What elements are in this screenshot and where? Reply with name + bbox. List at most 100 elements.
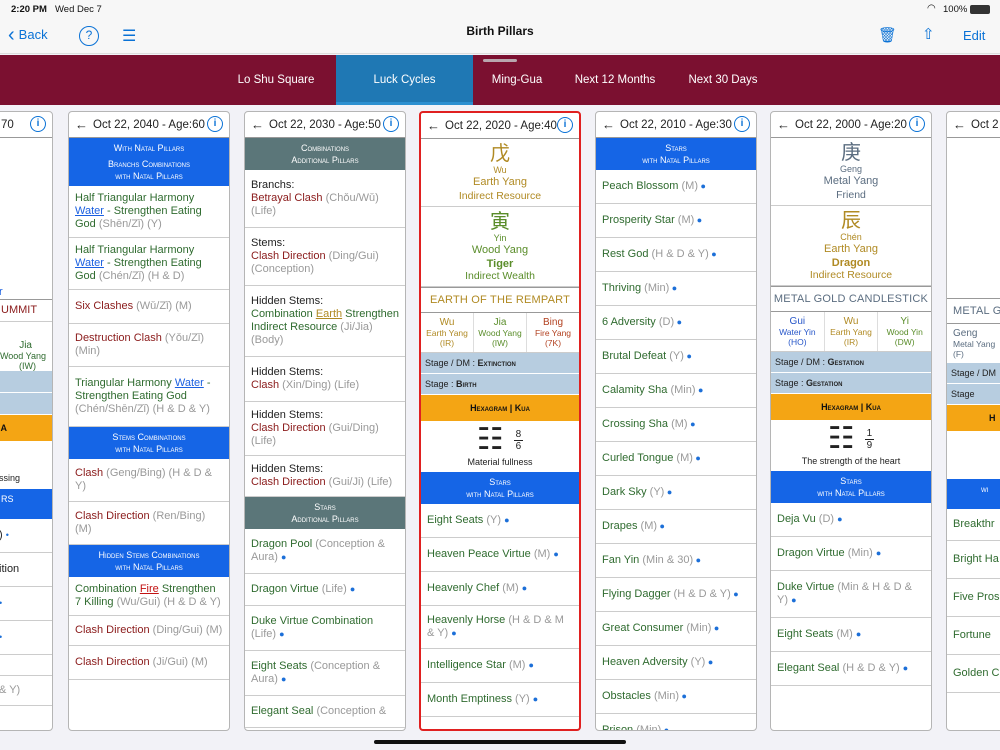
star-item[interactable]: Breakthr bbox=[947, 509, 1000, 541]
element-link[interactable]: Water bbox=[75, 205, 104, 217]
star-item[interactable]: Elegant Seal (H & D & Y) ● bbox=[771, 652, 931, 686]
partial-row bbox=[0, 655, 52, 676]
star-item[interactable]: Prison (Min) ● bbox=[596, 714, 756, 730]
arrow-left-icon[interactable]: ← bbox=[427, 118, 440, 133]
edit-button[interactable]: Edit bbox=[963, 28, 986, 43]
combination-item[interactable]: Clash Direction (Ji/Gui) (M) bbox=[69, 646, 229, 680]
luck-card-age-40[interactable]: ← Oct 22, 2020 - Age:40 i 戊 Wu Earth Yan… bbox=[419, 111, 581, 731]
combination-item[interactable]: Destruction Clash (Yǒu/Zǐ) (Min) bbox=[69, 324, 229, 367]
branch-relation: Indirect Resource bbox=[809, 269, 893, 281]
arrow-left-icon[interactable]: ← bbox=[602, 117, 615, 132]
element-link[interactable]: Water bbox=[75, 257, 104, 269]
combination-item[interactable]: Clash (Geng/Bing) (H & D & Y) bbox=[69, 459, 229, 502]
star-item[interactable]: Eight Seats (M) ● bbox=[771, 618, 931, 652]
luck-card-age-70[interactable]: 70 i r UMMIT Jia Wood Yang (IW) A ssing … bbox=[0, 111, 53, 731]
luck-cycles-scroller[interactable]: 70 i r UMMIT Jia Wood Yang (IW) A ssing … bbox=[0, 105, 1000, 740]
star-item[interactable]: Calamity Sha (Min) ● bbox=[596, 374, 756, 408]
sliders-icon[interactable]: ☰ bbox=[122, 28, 137, 45]
star-item[interactable]: Rest God (H & D & Y) ● bbox=[596, 238, 756, 272]
star-item[interactable]: Brutal Defeat (Y) ● bbox=[596, 340, 756, 374]
star-item[interactable]: Obstacles (Min) ● bbox=[596, 680, 756, 714]
combination-item[interactable]: Half Triangular Harmony Water - Strength… bbox=[69, 186, 229, 238]
star-item[interactable]: Deja Vu (D) ● bbox=[771, 503, 931, 537]
share-icon[interactable]: ⇧ bbox=[922, 26, 935, 43]
star-item[interactable]: Thriving (Min) ● bbox=[596, 272, 756, 306]
tab-luck-cycles[interactable]: Luck Cycles bbox=[336, 55, 473, 105]
star-item[interactable]: Eight Seats (Conception & Aura) ● bbox=[245, 651, 405, 696]
star-item[interactable]: Duke Virtue Combination (Life) ● bbox=[245, 606, 405, 651]
back-button[interactable]: ‹ Back bbox=[8, 25, 48, 45]
tab-next-30-days[interactable]: Next 30 Days bbox=[688, 74, 758, 86]
arrow-left-icon[interactable]: ← bbox=[777, 117, 790, 132]
element-link[interactable]: Fire bbox=[139, 583, 159, 595]
combination-item[interactable]: Six Clashes (Wǔ/Zǐ) (M) bbox=[69, 290, 229, 324]
star-item[interactable]: Dragon Virtue (Min) ● bbox=[771, 537, 931, 571]
luck-card-age-50[interactable]: ← Oct 22, 2030 - Age:50 i Combinations Ad… bbox=[244, 111, 406, 731]
item-label: - Strengthen Eating God bbox=[75, 257, 202, 282]
info-icon[interactable]: i bbox=[383, 116, 399, 132]
star-item[interactable]: Prosperity Star (M) ● bbox=[596, 204, 756, 238]
combination-item[interactable]: Clash Direction (Ding/Gui) (M) bbox=[69, 616, 229, 646]
card-header: ← Oct 22, 2030 - Age:50 i bbox=[245, 112, 405, 138]
arrow-left-icon[interactable]: ← bbox=[953, 117, 966, 132]
luck-card-age-60[interactable]: ← Oct 22, 2040 - Age:60 i With Natal Pil… bbox=[68, 111, 230, 731]
star-item[interactable]: Great Consumer (Min) ● bbox=[596, 612, 756, 646]
tab-lo-shu-square[interactable]: Lo Shu Square bbox=[237, 74, 315, 86]
tab-next-12-months[interactable]: Next 12 Months bbox=[574, 74, 656, 86]
star-item[interactable]: Five Pros bbox=[947, 579, 1000, 617]
star-item[interactable]: Heaven Adversity (Y) ● bbox=[596, 646, 756, 680]
star-item[interactable]: Drapes (M) ● bbox=[596, 510, 756, 544]
star-item[interactable]: Duke Virtue (Min & H & D & Y) ● bbox=[771, 571, 931, 618]
luck-card-age-10[interactable]: ← Oct 2 METAL G Geng Metal Yang (F) Stage … bbox=[946, 111, 1000, 731]
info-icon[interactable]: i bbox=[557, 117, 573, 133]
combination-block[interactable]: Branchs: Betrayal Clash (Chǒu/Wǔ) (Life) bbox=[245, 170, 405, 228]
combination-block[interactable]: Stems: Clash Direction (Ding/Gui) (Concep… bbox=[245, 228, 405, 286]
tab-ming-gua[interactable]: Ming-Gua bbox=[491, 74, 543, 86]
luck-card-age-30[interactable]: ← Oct 22, 2010 - Age:30 i Stars with Nata… bbox=[595, 111, 757, 731]
combination-block[interactable]: Hidden Stems: Clash Direction (Gui/Ji) (L… bbox=[245, 456, 405, 497]
star-item[interactable]: Flying Dagger (H & D & Y) ● bbox=[596, 578, 756, 612]
combination-item[interactable]: Combination Fire Strengthen 7 Killing (W… bbox=[69, 577, 229, 616]
star-item[interactable]: Dragon Pool (Conception & Aura) ● bbox=[245, 529, 405, 574]
combination-item[interactable]: Triangular Harmony Water - Strengthen Ea… bbox=[69, 367, 229, 427]
info-icon[interactable]: i bbox=[30, 116, 46, 132]
star-item[interactable]: Curled Tongue (M) ● bbox=[596, 442, 756, 476]
star-item[interactable]: Heaven Peace Virtue (M) ● bbox=[421, 538, 579, 572]
star-item[interactable]: Golden C bbox=[947, 655, 1000, 693]
star-item[interactable]: Fortune bbox=[947, 617, 1000, 655]
na-yin-name: METAL G bbox=[947, 298, 1000, 324]
star-item[interactable]: Dark Sky (Y) ● bbox=[596, 476, 756, 510]
drag-handle[interactable] bbox=[483, 59, 517, 62]
star-item[interactable]: Crossing Sha (M) ● bbox=[596, 408, 756, 442]
luck-card-age-20[interactable]: ← Oct 22, 2000 - Age:20 i 庚 Geng Metal Y… bbox=[770, 111, 932, 731]
trash-icon[interactable]: 🗑 bbox=[878, 27, 898, 44]
star-item[interactable]: Dragon Virtue (Life) ● bbox=[245, 574, 405, 606]
element-link[interactable]: Water bbox=[174, 377, 204, 389]
combination-block[interactable]: Hidden Stems: Clash (Xin/Ding) (Life) bbox=[245, 357, 405, 402]
info-icon[interactable]: i bbox=[734, 116, 750, 132]
help-icon[interactable]: ? bbox=[79, 26, 99, 46]
star-item[interactable]: Fan Yin (Min & 30) ● bbox=[596, 544, 756, 578]
combination-item[interactable]: Clash Direction (Ren/Bing) (M) bbox=[69, 502, 229, 545]
combination-block[interactable]: Hidden Stems: Clash Direction (Gui/Ding) … bbox=[245, 402, 405, 456]
star-item[interactable]: Heavenly Chef (M) ● bbox=[421, 572, 579, 606]
star-item[interactable]: Month Emptiness (Y) ● bbox=[421, 683, 579, 717]
star-item[interactable]: 6 Adversity (D) ● bbox=[596, 306, 756, 340]
star-item[interactable]: Eight Seats (Y) ● bbox=[421, 504, 579, 538]
arrow-left-icon[interactable]: ← bbox=[251, 117, 264, 132]
info-icon[interactable]: i bbox=[207, 116, 223, 132]
info-icon[interactable]: i bbox=[909, 116, 925, 132]
star-item[interactable]: Elegant Seal (Conception & bbox=[245, 696, 405, 728]
home-indicator[interactable] bbox=[374, 740, 626, 744]
star-item[interactable]: Heavenly Horse (H & D & M & Y) ● bbox=[421, 606, 579, 649]
element-link[interactable]: Earth bbox=[315, 308, 343, 320]
combination-item[interactable]: Half Triangular Harmony Water - Strength… bbox=[69, 238, 229, 290]
star-item[interactable]: Bright Ha bbox=[947, 541, 1000, 579]
star-item[interactable]: Intelligence Star (M) ● bbox=[421, 649, 579, 683]
item-detail: (Ji/Gui) (M) bbox=[149, 656, 208, 668]
star-item[interactable]: Peach Blossom (M) ● bbox=[596, 170, 756, 204]
combination-block[interactable]: Hidden Stems: Combination Earth Strengthe… bbox=[245, 286, 405, 357]
arrow-left-icon[interactable]: ← bbox=[75, 117, 88, 132]
